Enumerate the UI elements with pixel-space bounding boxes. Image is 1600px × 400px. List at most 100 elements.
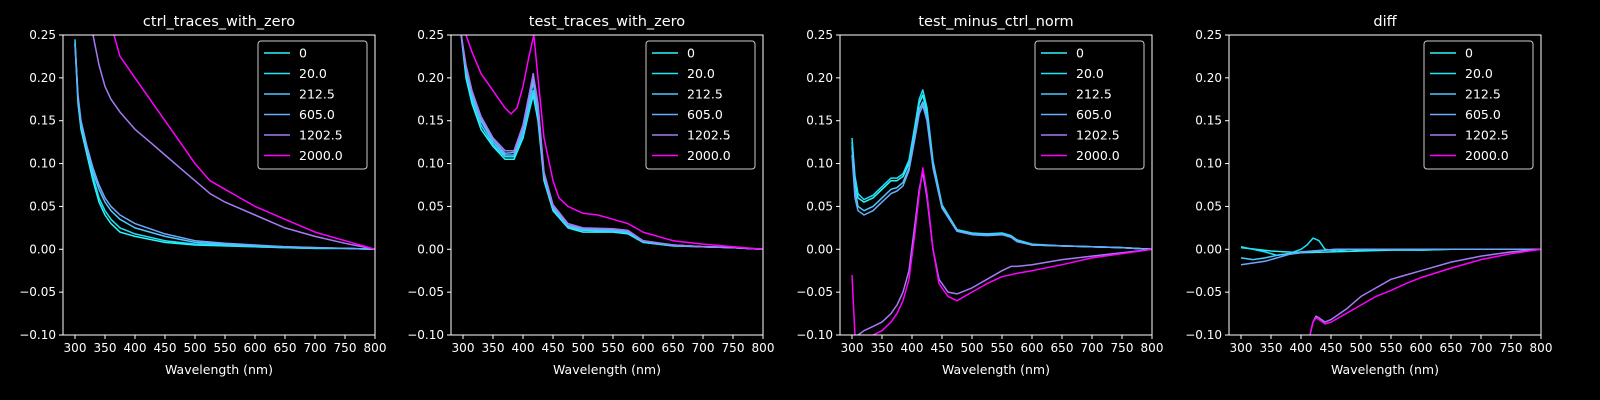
x-tick-label: 750 bbox=[334, 341, 357, 355]
x-tick-label: 700 bbox=[304, 341, 327, 355]
chart-title: ctrl_traces_with_zero bbox=[143, 14, 295, 30]
x-axis-label: Wavelength (nm) bbox=[942, 362, 1050, 377]
y-tick-label: −0.10 bbox=[19, 328, 56, 342]
x-tick-label: 800 bbox=[752, 341, 775, 355]
chart-title: test_traces_with_zero bbox=[529, 14, 686, 30]
y-tick-label: −0.05 bbox=[796, 285, 833, 299]
x-axis-label: Wavelength (nm) bbox=[165, 362, 273, 377]
series-group bbox=[851, 89, 1152, 335]
y-tick-label: 0.25 bbox=[806, 28, 833, 42]
y-tick-label: 0.10 bbox=[1195, 157, 1222, 171]
y-tick-label: 0.05 bbox=[29, 199, 56, 213]
legend: 0 20.0 212.5 605.0 1202.5 2000.0 bbox=[645, 40, 756, 170]
legend-label: 20.0 bbox=[1465, 66, 1493, 81]
y-tick-label: 0.15 bbox=[417, 114, 444, 128]
chart-panel-1: 300 350 400 450 500 550 600 650 700 750 800 −0.10 −0… bbox=[19, 14, 386, 377]
x-tick-label: 600 bbox=[1410, 341, 1433, 355]
x-tick-label: 600 bbox=[244, 341, 267, 355]
series-line-605-0 bbox=[74, 43, 375, 251]
y-tick-label: 0.20 bbox=[806, 71, 833, 85]
legend-label: 605.0 bbox=[687, 107, 723, 122]
legend-label: 605.0 bbox=[299, 107, 335, 122]
series-line-605-0 bbox=[1240, 248, 1541, 266]
x-tick-label: 500 bbox=[961, 341, 984, 355]
y-tick-label: 0.20 bbox=[29, 71, 56, 85]
x-tick-label: 400 bbox=[1290, 341, 1313, 355]
series-line-1202-5 bbox=[1309, 248, 1541, 335]
chart-panel-3: 300 350 400 450 500 550 600 650 700 750 800 −0.10 −0… bbox=[796, 14, 1163, 377]
x-tick-label: 300 bbox=[64, 341, 87, 355]
x-tick-label: 300 bbox=[1230, 341, 1253, 355]
y-tick-label: 0.25 bbox=[29, 28, 56, 42]
y-tick-label: 0.00 bbox=[1195, 242, 1222, 256]
x-tick-label: 700 bbox=[692, 341, 715, 355]
y-tick-label: 0.05 bbox=[1195, 199, 1222, 213]
x-tick-label: 350 bbox=[871, 341, 894, 355]
y-tick-label: 0.20 bbox=[1195, 71, 1222, 85]
x-tick-label: 750 bbox=[1500, 341, 1523, 355]
y-tick-label: 0.10 bbox=[806, 157, 833, 171]
series-line-2000-0 bbox=[1309, 248, 1541, 335]
y-tick-label: 0.15 bbox=[1195, 114, 1222, 128]
series-line-1202-5 bbox=[460, 35, 763, 251]
series-line-1202-5 bbox=[92, 35, 375, 251]
y-tick-label: 0.15 bbox=[29, 114, 56, 128]
x-tick-label: 500 bbox=[184, 341, 207, 355]
x-tick-label: 600 bbox=[632, 341, 655, 355]
chart-title: test_minus_ctrl_norm bbox=[918, 14, 1073, 30]
legend-label: 605.0 bbox=[1465, 107, 1501, 122]
y-tick-label: −0.10 bbox=[1185, 328, 1222, 342]
y-tick-label: 0.25 bbox=[417, 28, 444, 42]
x-tick-label: 450 bbox=[1320, 341, 1343, 355]
legend-label: 2000.0 bbox=[687, 148, 731, 163]
legend-label: 2000.0 bbox=[1076, 148, 1120, 163]
x-tick-label: 700 bbox=[1081, 341, 1104, 355]
y-tick-label: −0.05 bbox=[1185, 285, 1222, 299]
x-axis-label: Wavelength (nm) bbox=[1331, 362, 1439, 377]
x-tick-label: 750 bbox=[722, 341, 745, 355]
x-tick-label: 650 bbox=[274, 341, 297, 355]
x-tick-label: 650 bbox=[1440, 341, 1463, 355]
series-group bbox=[74, 35, 375, 251]
x-tick-label: 700 bbox=[1470, 341, 1493, 355]
x-tick-label: 550 bbox=[1380, 341, 1403, 355]
x-tick-label: 400 bbox=[512, 341, 535, 355]
y-tick-label: 0.15 bbox=[806, 114, 833, 128]
x-tick-label: 650 bbox=[1051, 341, 1074, 355]
series-line-2000-0 bbox=[113, 35, 375, 251]
x-tick-label: 500 bbox=[1350, 341, 1373, 355]
x-tick-label: 450 bbox=[931, 341, 954, 355]
legend-label: 212.5 bbox=[299, 87, 335, 102]
chart-panel-4: 300 350 400 450 500 550 600 650 700 750 800 −0.10 −0… bbox=[1185, 14, 1552, 377]
legend-label: 212.5 bbox=[1465, 87, 1501, 102]
legend: 0 20.0 212.5 605.0 1202.5 2000.0 bbox=[1423, 40, 1534, 170]
legend-label: 20.0 bbox=[299, 66, 327, 81]
legend-label: 1202.5 bbox=[299, 128, 343, 143]
x-tick-label: 350 bbox=[482, 341, 505, 355]
legend-label: 2000.0 bbox=[1465, 148, 1509, 163]
x-tick-label: 400 bbox=[901, 341, 924, 355]
legend-label: 2000.0 bbox=[299, 148, 343, 163]
y-tick-label: 0.00 bbox=[417, 242, 444, 256]
legend-label: 0 bbox=[299, 46, 307, 61]
y-tick-label: 0.20 bbox=[417, 71, 444, 85]
legend-label: 212.5 bbox=[687, 87, 723, 102]
axes-frame bbox=[450, 34, 764, 336]
x-tick-label: 800 bbox=[364, 341, 387, 355]
legend-label: 605.0 bbox=[1076, 107, 1112, 122]
legend: 0 20.0 212.5 605.0 1202.5 2000.0 bbox=[257, 40, 368, 170]
x-tick-label: 350 bbox=[1260, 341, 1283, 355]
chart-panel-2: 300 350 400 450 500 550 600 650 700 750 800 −0.10 −0… bbox=[407, 14, 774, 377]
legend-label: 20.0 bbox=[687, 66, 715, 81]
legend-label: 1202.5 bbox=[687, 128, 731, 143]
series-line-20-0 bbox=[851, 89, 1152, 251]
x-tick-label: 300 bbox=[841, 341, 864, 355]
chart-title: diff bbox=[1373, 14, 1397, 30]
legend-label: 0 bbox=[1076, 46, 1084, 61]
x-tick-label: 800 bbox=[1530, 341, 1553, 355]
x-tick-label: 550 bbox=[602, 341, 625, 355]
y-tick-label: 0.10 bbox=[417, 157, 444, 171]
series-line-605-0 bbox=[851, 104, 1152, 251]
legend-label: 20.0 bbox=[1076, 66, 1104, 81]
